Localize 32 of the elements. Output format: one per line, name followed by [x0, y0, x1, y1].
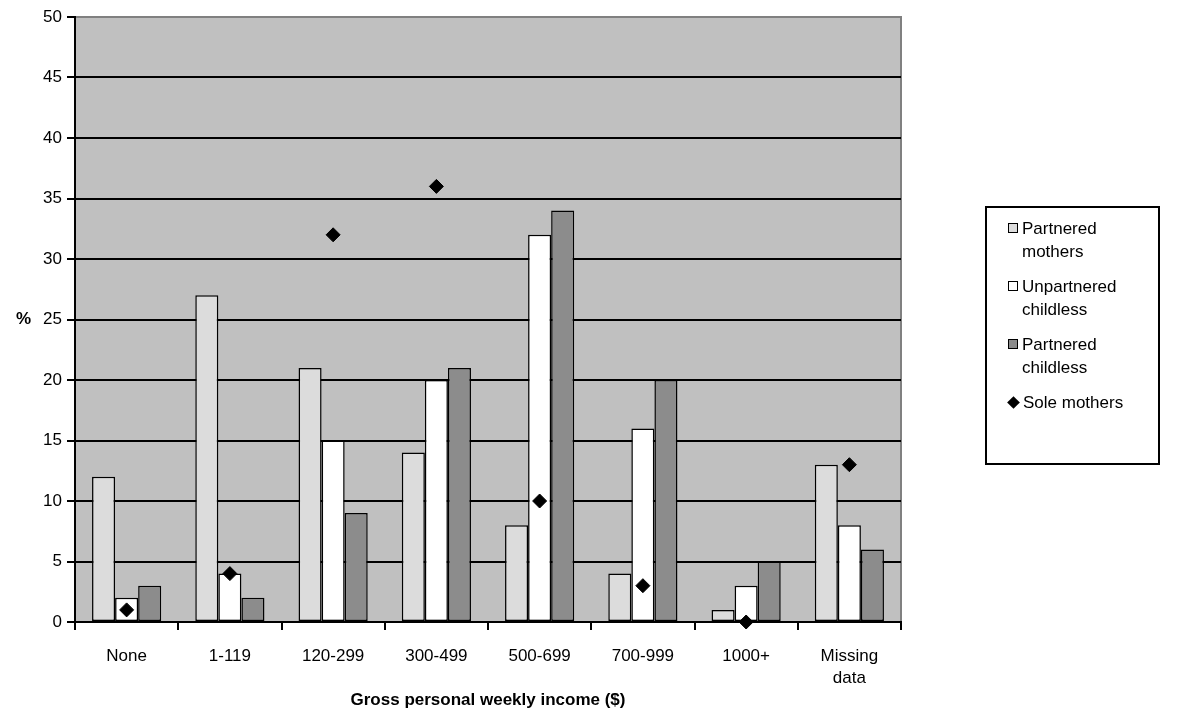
- y-axis-title: %: [15, 309, 31, 329]
- point: [635, 578, 651, 594]
- y-tick-label: 40: [43, 127, 62, 147]
- legend-label: Partnered mothers: [1022, 218, 1098, 263]
- y-tick-label: 20: [43, 369, 62, 389]
- point: [222, 566, 238, 582]
- y-tick-label: 5: [52, 551, 62, 571]
- y-tick-label: 15: [43, 430, 62, 450]
- y-tick-label: 30: [43, 248, 62, 268]
- point: [428, 178, 444, 194]
- x-tick-label: 120-299: [301, 646, 365, 666]
- x-tick-label: 1000+: [722, 646, 771, 666]
- x-tick-label: 700-999: [611, 646, 675, 666]
- x-tick-label: 1-119: [208, 646, 251, 666]
- x-tick-label: 300-499: [405, 646, 468, 666]
- legend-label: Sole mothers: [1023, 392, 1125, 414]
- point: [325, 227, 341, 243]
- x-tick-label: Missing data: [820, 646, 879, 687]
- point: [841, 457, 857, 473]
- y-tick-label: 35: [43, 188, 62, 208]
- legend-label: Partnered childless: [1022, 334, 1098, 379]
- x-axis-title: Gross personal weekly income ($): [350, 689, 626, 709]
- y-tick-label: 45: [43, 67, 62, 87]
- y-tick-label: 50: [43, 6, 62, 26]
- legend-label: Unpartnered childless: [1022, 276, 1118, 321]
- point: [738, 614, 754, 630]
- x-tick-label: 500-699: [508, 646, 571, 666]
- point: [532, 493, 548, 509]
- y-tick-label: 10: [43, 490, 62, 510]
- x-tick-label: None: [106, 646, 147, 666]
- y-tick-label: 0: [52, 611, 62, 631]
- y-tick-label: 25: [43, 309, 62, 329]
